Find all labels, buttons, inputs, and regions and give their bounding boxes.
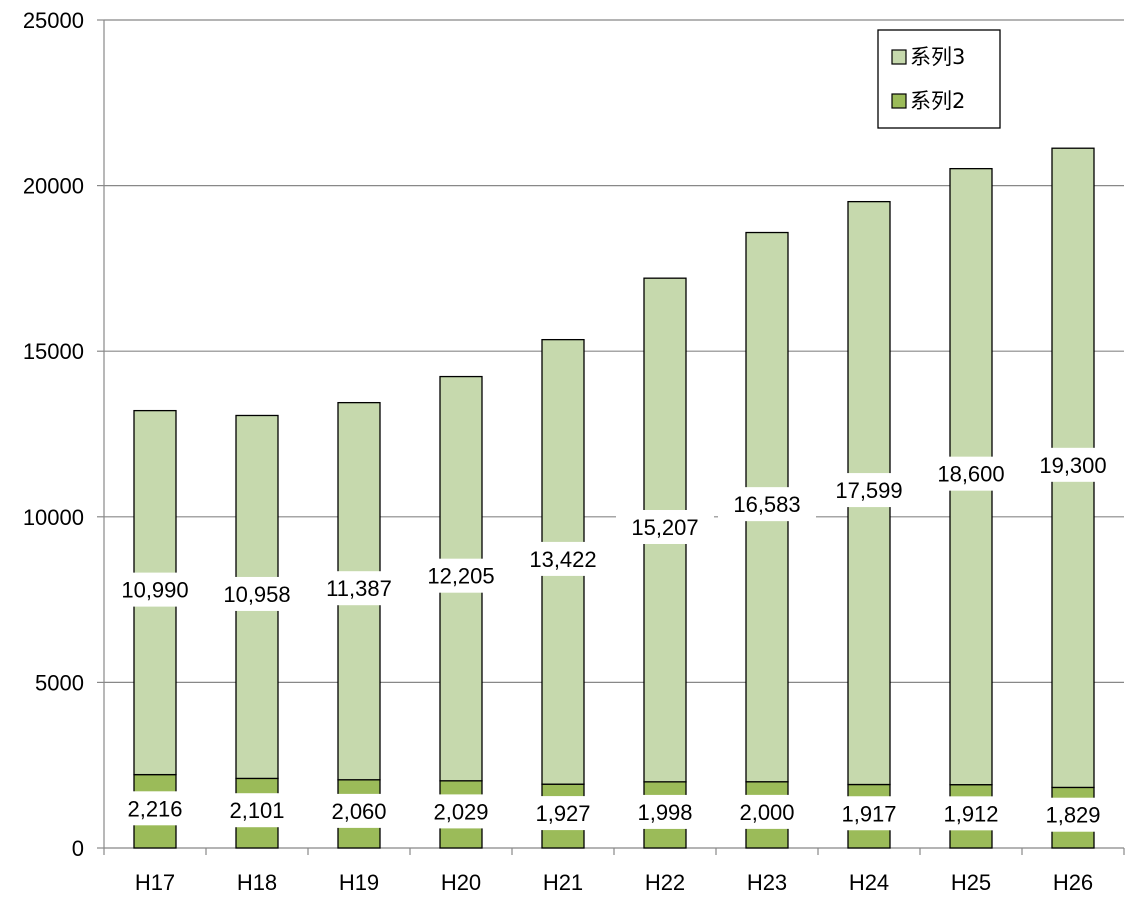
x-tick-label: H26 [1053, 870, 1093, 895]
data-labels: 2,216 10,990 2,101 10,958 2,060 11,387 2,029 12… [106, 447, 1122, 832]
y-tick-label: 25000 [23, 8, 84, 33]
data-label-series2: 1,912 [943, 801, 998, 826]
legend-swatch [891, 49, 907, 65]
legend-label: 系列3 [910, 45, 965, 69]
data-label-series3: 10,958 [223, 582, 290, 607]
data-label-bg [922, 456, 1020, 491]
data-label-bg [521, 796, 605, 831]
data-label-bg [929, 796, 1013, 831]
legend: 系列3 系列2 [877, 29, 1001, 129]
x-tick-label: H18 [237, 870, 277, 895]
y-tick-label: 10000 [23, 505, 84, 530]
data-label-series3: 13,422 [529, 547, 596, 572]
data-label-bg [718, 487, 816, 522]
data-label-series3: 18,600 [937, 462, 1004, 487]
x-tick-label: H25 [951, 870, 991, 895]
data-label-series2: 1,998 [637, 800, 692, 825]
data-label-series3: 11,387 [326, 576, 392, 601]
data-label-series2: 1,829 [1045, 803, 1100, 828]
data-label-series3: 16,583 [733, 492, 800, 517]
data-label-series3: 12,205 [427, 564, 494, 589]
data-label-series2: 2,101 [229, 798, 284, 823]
data-label-series2: 2,000 [739, 800, 794, 825]
legend-swatch [891, 93, 907, 109]
data-label-bg [514, 541, 612, 576]
data-label-bg [1031, 797, 1115, 832]
data-label-bg [827, 796, 911, 831]
x-tick-label: H19 [339, 870, 379, 895]
bars [133, 147, 1095, 849]
data-label-series2: 2,060 [331, 799, 386, 824]
y-tick-label: 20000 [23, 174, 84, 199]
data-label-series3: 10,990 [121, 578, 188, 603]
data-label-bg [412, 558, 510, 593]
x-tick-label: H20 [441, 870, 481, 895]
data-label-bg [113, 791, 197, 826]
data-label-series2: 1,927 [535, 801, 590, 826]
data-label-bg [208, 576, 306, 611]
data-label-series2: 2,029 [433, 799, 488, 824]
data-label-series3: 15,207 [631, 515, 698, 540]
data-label-series3: 19,300 [1039, 453, 1106, 478]
data-label-series2: 2,216 [127, 796, 182, 821]
legend-label: 系列2 [910, 89, 965, 113]
data-label-bg [623, 794, 707, 829]
data-label-series3: 17,599 [835, 478, 902, 503]
x-tick-label: H22 [645, 870, 685, 895]
data-label-bg [215, 793, 299, 828]
data-label-bg [317, 793, 401, 828]
y-tick-label: 0 [72, 836, 84, 861]
legend-box [877, 29, 1001, 129]
data-label-bg [106, 572, 204, 607]
data-label-bg [820, 473, 918, 508]
data-label-bg [310, 571, 408, 606]
x-tick-label: H23 [747, 870, 787, 895]
y-tick-label: 15000 [23, 339, 84, 364]
x-tick-label: H17 [135, 870, 175, 895]
data-label-bg [725, 794, 809, 829]
data-label-bg [616, 509, 714, 544]
y-tick-label: 5000 [35, 670, 84, 695]
data-label-series2: 1,917 [841, 801, 896, 826]
x-tick-label: H24 [849, 870, 889, 895]
x-tick-label: H21 [543, 870, 583, 895]
data-label-bg [1024, 447, 1122, 482]
data-label-bg [419, 794, 503, 829]
